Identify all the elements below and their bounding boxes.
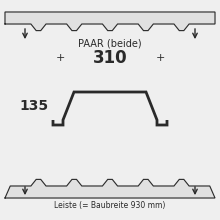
Text: 310: 310 (93, 49, 127, 67)
Polygon shape (5, 179, 215, 198)
Text: PAAR (beide): PAAR (beide) (78, 38, 142, 48)
Polygon shape (5, 12, 215, 31)
Text: 135: 135 (19, 99, 49, 113)
Text: +: + (55, 53, 65, 63)
Text: Leiste (= Baubreite 930 mm): Leiste (= Baubreite 930 mm) (54, 201, 166, 210)
Text: +: + (155, 53, 165, 63)
